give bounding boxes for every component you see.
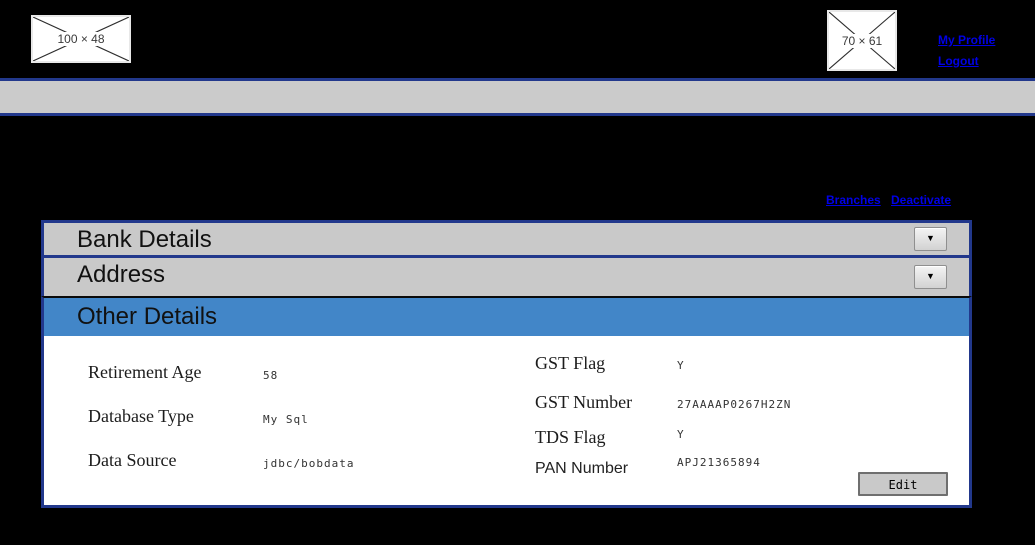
gst-flag-value: Y [677, 359, 685, 372]
edit-button[interactable]: Edit [858, 472, 948, 496]
chevron-down-icon[interactable]: ▼ [914, 227, 947, 251]
pan-number-label: PAN Number [535, 460, 629, 477]
database-type-value: My Sql [263, 413, 309, 426]
avatar-placeholder-image: 70 × 61 [827, 10, 897, 71]
logout-link[interactable]: Logout [938, 54, 979, 68]
tds-flag-label: TDS Flag [535, 427, 606, 447]
my-profile-link[interactable]: My Profile [938, 33, 996, 47]
tds-flag-value: Y [677, 428, 685, 441]
navigation-bar [0, 78, 1035, 116]
other-details-panel: Retirement Age 58 Database Type My Sql D… [41, 336, 972, 508]
chevron-down-icon[interactable]: ▼ [914, 265, 947, 289]
retirement-age-label: Retirement Age [88, 362, 202, 382]
logo-placeholder-label: 100 × 48 [55, 32, 107, 46]
avatar-placeholder-label: 70 × 61 [839, 33, 885, 48]
accordion-section-label: Other Details [77, 303, 218, 330]
accordion-section-other-details[interactable]: Other Details [41, 296, 972, 336]
accordion-section-bank-details[interactable]: Bank Details ▼ [41, 220, 972, 258]
details-accordion: Bank Details ▼ Address ▼ Other Details R… [41, 220, 972, 508]
data-source-value: jdbc/bobdata [263, 457, 355, 470]
logo-placeholder-image: 100 × 48 [31, 15, 131, 63]
accordion-section-label: Address [77, 261, 166, 288]
accordion-section-address[interactable]: Address ▼ [41, 258, 972, 296]
deactivate-link[interactable]: Deactivate [891, 193, 952, 207]
gst-number-label: GST Number [535, 392, 633, 412]
pan-number-value: APJ21365894 [677, 456, 761, 469]
branches-link[interactable]: Branches [826, 193, 881, 207]
gst-flag-label: GST Flag [535, 353, 606, 373]
data-source-label: Data Source [88, 450, 177, 470]
gst-number-value: 27AAAAP0267H2ZN [677, 398, 792, 411]
retirement-age-value: 58 [263, 369, 279, 382]
accordion-section-label: Bank Details [77, 226, 212, 253]
database-type-label: Database Type [88, 406, 194, 426]
